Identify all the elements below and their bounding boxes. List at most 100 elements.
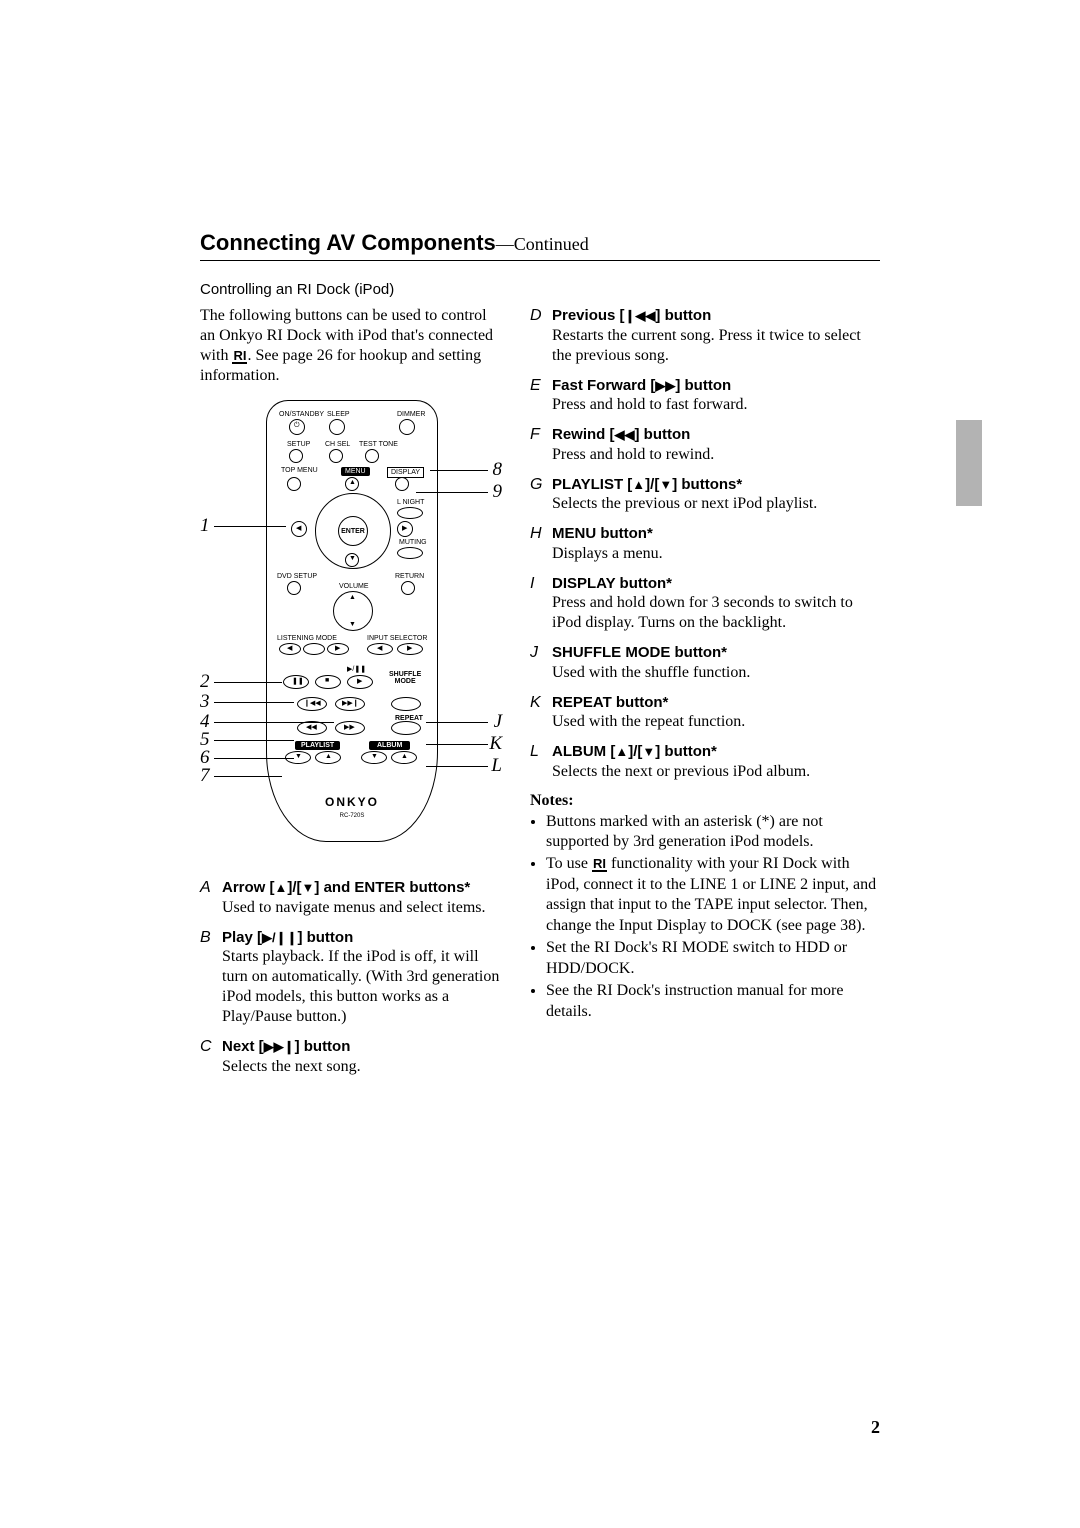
item-L-title: ALBUM [▲]/[▼] button* [552,742,880,762]
ff-icon: ▶▶ [655,378,675,395]
lead-3 [214,702,294,703]
volume-ring: ▲ ▼ [333,591,373,631]
item-letter-C: C [200,1037,222,1077]
callout-7: 7 [200,766,210,785]
btn-l-night [397,507,423,519]
play-pause-icon: ▶/❙❙ [262,930,297,947]
btn-ff: ▶▶ [335,721,365,735]
btn-shuffle [391,697,421,711]
lead-1 [214,526,286,527]
item-letter-H: H [530,524,552,564]
item-letter-D: D [530,306,552,366]
item-letter-F: F [530,425,552,465]
lead-5 [214,740,294,741]
item-F: F Rewind [◀◀] button Press and hold to r… [530,425,880,465]
label-menu: MENU [341,467,370,476]
label-display: DISPLAY [387,467,424,478]
item-letter-L: L [530,742,552,782]
label-on-standby: ON/STANDBY [279,411,324,418]
callout-8: 8 [493,460,503,479]
item-C: C Next [▶▶❙] button Selects the next son… [200,1037,502,1077]
remote-diagram: ON/STANDBY SLEEP DIMMER ⏻ SETUP CH SEL T… [200,400,502,860]
btn-play: ▶ [347,675,373,689]
page-number: 2 [871,1417,880,1438]
remote-body: ON/STANDBY SLEEP DIMMER ⏻ SETUP CH SEL T… [266,400,438,842]
btn-pause: ❚❚ [283,675,309,689]
lead-L [426,766,488,767]
btn-enter: ENTER [338,516,368,546]
note-4: See the RI Dock's instruction manual for… [546,981,880,1022]
btn-lm-2 [303,643,325,655]
item-K-title: REPEAT button* [552,693,880,713]
btn-album-down: ▼ [361,751,387,764]
item-H: H MENU button* Displays a menu. [530,524,880,564]
item-I-title: DISPLAY button* [552,574,880,594]
item-A-desc: Used to navigate menus and select items. [222,898,502,918]
lead-K [426,744,488,745]
left-column: The following buttons can be used to con… [200,306,502,1087]
model-label: RC-720S [267,813,437,819]
label-listening-mode: LISTENING MODE [277,635,337,642]
label-volume: VOLUME [339,583,369,590]
lead-2 [214,682,282,683]
label-input-selector: INPUT SELECTOR [367,635,427,642]
btn-setup [289,449,303,463]
btn-down: ▼ [345,553,359,567]
ri-icon: RI [592,858,607,872]
btn-left: ◀ [291,521,307,537]
subheading: Controlling an RI Dock (iPod) [200,281,880,298]
up-icon: ▲ [632,477,645,494]
btn-return [401,581,415,595]
label-playlist: PLAYLIST [295,741,340,750]
item-J: J SHUFFLE MODE button* Used with the shu… [530,643,880,683]
btn-menu: ▲ [345,477,359,491]
item-L-desc: Selects the next or previous iPod album. [552,762,880,782]
item-B-title: Play [▶/❙❙] button [222,928,502,948]
item-letter-G: G [530,475,552,515]
down-icon: ▼ [659,477,672,494]
btn-sleep [329,419,345,435]
lead-7 [214,776,282,777]
notes-list: Buttons marked with an asterisk (*) are … [530,812,880,1023]
lead-9 [416,492,488,493]
item-A: A Arrow [▲]/[▼] and ENTER buttons* Used … [200,878,502,918]
item-C-desc: Selects the next song. [222,1057,502,1077]
item-J-desc: Used with the shuffle function. [552,663,880,683]
item-G: G PLAYLIST [▲]/[▼] buttons* Selects the … [530,475,880,515]
callout-K: K [489,734,502,753]
btn-repeat [391,721,421,735]
page: Connecting AV Components—Continued Contr… [0,0,1080,1528]
item-E: E Fast Forward [▶▶] button Press and hol… [530,376,880,416]
item-letter-K: K [530,693,552,733]
callout-3: 3 [200,692,210,711]
btn-lm-3: ▶ [327,643,349,655]
ri-icon: RI [232,350,247,364]
label-test-tone: TEST TONE [359,441,398,448]
item-L: L ALBUM [▲]/[▼] button* Selects the next… [530,742,880,782]
btn-dvd-setup [287,581,301,595]
callout-1: 1 [200,516,210,535]
label-muting: MUTING [399,539,427,546]
btn-rew: ◀◀ [297,721,327,735]
callout-J: J [494,712,502,731]
btn-album-up: ▲ [391,751,417,764]
item-C-title: Next [▶▶❙] button [222,1037,502,1057]
title-main: Connecting AV Components [200,230,496,255]
callout-9: 9 [493,482,503,501]
right-column: D Previous [❙◀◀] button Restarts the cur… [530,306,880,1087]
btn-top-menu [287,477,301,491]
lead-8 [430,470,488,471]
item-F-desc: Press and hold to rewind. [552,445,880,465]
label-sleep: SLEEP [327,411,350,418]
btn-dimmer [399,419,415,435]
item-D-desc: Restarts the current song. Press it twic… [552,326,880,366]
lead-6 [214,758,294,759]
label-setup: SETUP [287,441,310,448]
label-album: ALBUM [369,741,410,750]
item-G-desc: Selects the previous or next iPod playli… [552,494,880,514]
up-icon: ▲ [615,744,628,761]
note-2: To use RI functionality with your RI Doc… [546,854,880,936]
item-letter-J: J [530,643,552,683]
item-I-desc: Press and hold down for 3 seconds to swi… [552,593,880,633]
lead-J [426,722,488,723]
